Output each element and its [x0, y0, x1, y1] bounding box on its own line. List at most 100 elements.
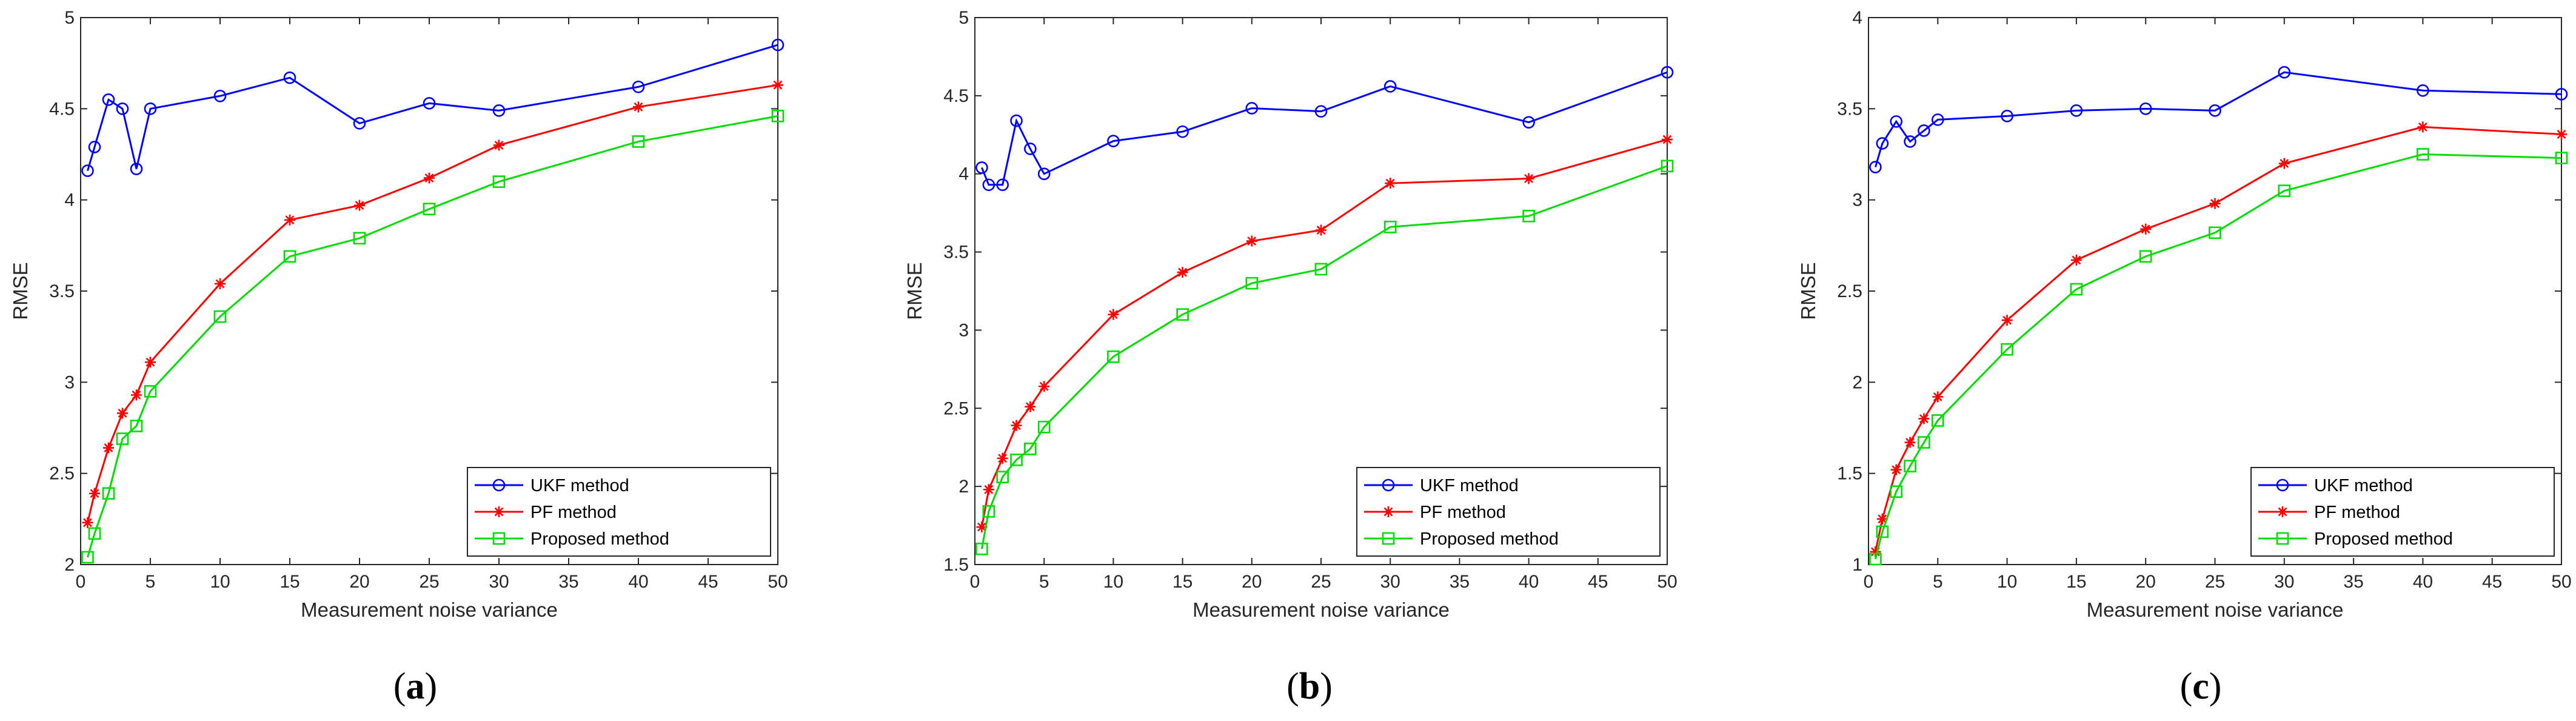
data-point: [1314, 105, 1328, 118]
data-point: [771, 38, 785, 52]
data-point: [1890, 485, 1903, 498]
x-axis-label: Measurement noise variance: [2087, 599, 2344, 621]
legend-marker: [493, 506, 504, 517]
data-point: [2139, 250, 2152, 263]
legend-label: UKF method: [530, 476, 629, 495]
data-point: [1932, 414, 1944, 427]
y-tick-label: 5: [64, 8, 75, 28]
data-point: [1522, 116, 1535, 129]
data-point: [1918, 436, 1930, 449]
x-tick-label: 45: [698, 572, 718, 592]
series-line: [1874, 153, 2562, 560]
x-tick-label: 5: [1039, 572, 1049, 592]
legend-entry: UKF method: [475, 476, 629, 495]
data-point: [2209, 104, 2221, 117]
x-tick-label: 50: [768, 572, 788, 592]
x-tick-label: 25: [419, 572, 439, 592]
x-tick-label: 0: [76, 572, 86, 592]
data-point: [1245, 277, 1259, 290]
legend-marker: [1382, 478, 1395, 492]
data-point: [144, 385, 157, 398]
data-point: [983, 484, 994, 495]
y-axis-label: RMSE: [1797, 262, 1819, 320]
x-tick-label: 20: [349, 572, 369, 592]
data-point: [1904, 135, 1916, 148]
data-point: [1876, 137, 1889, 150]
data-point: [2001, 315, 2013, 326]
data-point: [2209, 226, 2221, 240]
y-tick-label: 4: [64, 190, 75, 210]
data-point: [81, 164, 94, 177]
data-point: [1037, 420, 1051, 434]
data-point: [1176, 308, 1189, 321]
x-tick-label: 45: [2482, 572, 2502, 592]
y-tick-label: 2: [64, 555, 75, 575]
data-point: [2001, 343, 2013, 356]
data-point: [213, 310, 227, 323]
x-tick-label: 15: [279, 572, 299, 592]
y-tick-label: 4: [1852, 8, 1862, 28]
x-tick-label: 0: [1864, 572, 1874, 592]
data-point: [1176, 125, 1189, 138]
caption-letter: b: [1299, 666, 1320, 707]
data-point: [1869, 552, 1882, 566]
x-tick-label: 10: [1997, 572, 2017, 592]
data-point: [1918, 413, 1930, 424]
data-point: [213, 89, 227, 102]
legend-marker: [492, 532, 506, 545]
y-tick-label: 1.5: [1837, 464, 1862, 484]
data-point: [1245, 102, 1259, 115]
data-point: [1383, 221, 1397, 233]
data-point: [1177, 267, 1188, 278]
data-point: [1383, 80, 1397, 93]
legend-marker: [2276, 532, 2289, 545]
series-proposed-method: [81, 110, 785, 564]
series-pf-method: [976, 134, 1673, 533]
data-point: [2001, 110, 2013, 122]
data-point: [1523, 173, 1534, 184]
y-tick-label: 1: [1852, 555, 1862, 575]
data-point: [1025, 401, 1036, 412]
data-point: [1108, 309, 1119, 320]
caption-letter: c: [2192, 666, 2209, 707]
data-point: [982, 178, 995, 192]
data-point: [2417, 121, 2429, 133]
data-point: [1876, 525, 1889, 538]
data-point: [354, 200, 365, 211]
data-point: [1890, 115, 1903, 128]
legend-label: UKF method: [2314, 476, 2413, 495]
data-point: [130, 163, 143, 175]
data-point: [2070, 254, 2082, 266]
data-point: [1385, 178, 1396, 189]
legend-marker: [2277, 506, 2288, 517]
y-axis-label: RMSE: [9, 262, 32, 320]
data-point: [1869, 161, 1882, 173]
data-point: [997, 452, 1008, 464]
chart-panel-a: 0 5 10 15 20 25 30 35 40 45 50 2 2.5 3 3.5 4 4.5 5 Measure…: [9, 8, 788, 707]
x-tick-label: 10: [1103, 572, 1123, 592]
data-point: [423, 97, 436, 110]
panel-caption: (a): [393, 666, 437, 707]
y-tick-label: 4: [958, 164, 969, 184]
legend-label: Proposed method: [1420, 529, 1559, 549]
data-point: [82, 517, 93, 528]
data-point: [996, 471, 1009, 483]
x-tick-label: 35: [2343, 572, 2363, 592]
x-tick-label: 15: [1173, 572, 1193, 592]
x-tick-label: 10: [210, 572, 230, 592]
legend-label: PF method: [2314, 503, 2400, 522]
x-tick-label: 50: [1657, 572, 1677, 592]
series-ukf-method: [1869, 65, 2568, 173]
data-point: [1661, 159, 1674, 173]
legend: UKF method PF method Proposed method: [467, 467, 771, 557]
data-point: [89, 488, 100, 499]
x-tick-label: 40: [628, 572, 648, 592]
legend-entry: PF method: [2258, 503, 2400, 522]
data-point: [144, 102, 157, 115]
legend-label: PF method: [530, 503, 617, 522]
y-tick-label: 4.5: [49, 99, 75, 119]
data-point: [1314, 263, 1328, 276]
data-point: [1890, 464, 1902, 475]
data-point: [2140, 223, 2152, 235]
y-tick-label: 2.5: [1837, 281, 1862, 301]
